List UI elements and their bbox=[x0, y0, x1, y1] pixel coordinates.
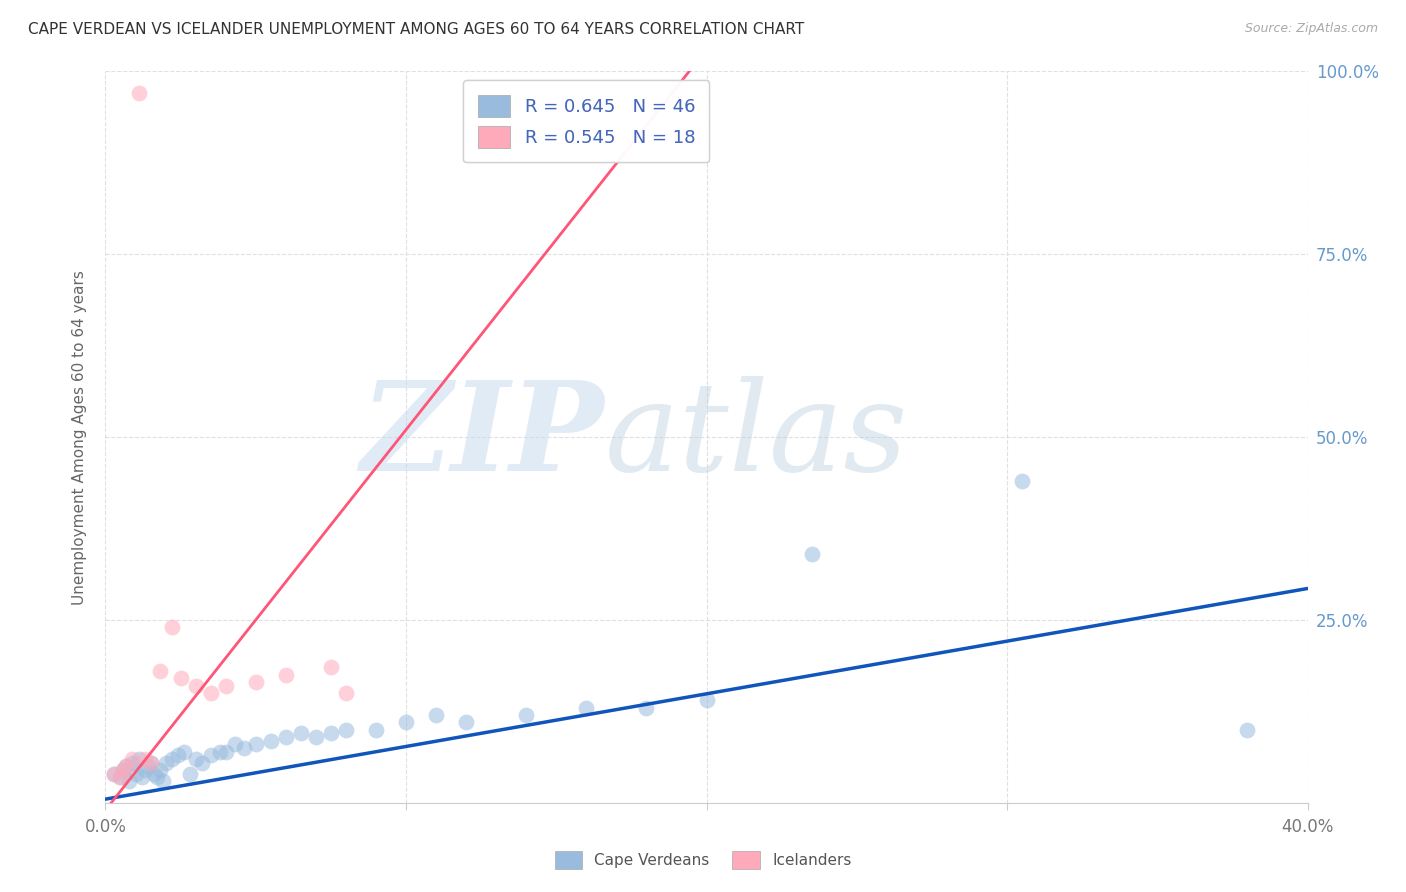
Point bbox=[232, 740, 254, 755]
Point bbox=[160, 620, 183, 634]
Point bbox=[115, 759, 138, 773]
Point bbox=[190, 756, 212, 770]
Point bbox=[152, 773, 174, 788]
Point bbox=[110, 770, 132, 784]
Text: CAPE VERDEAN VS ICELANDER UNEMPLOYMENT AMONG AGES 60 TO 64 YEARS CORRELATION CHA: CAPE VERDEAN VS ICELANDER UNEMPLOYMENT A… bbox=[28, 22, 804, 37]
Point bbox=[335, 723, 357, 737]
Point bbox=[224, 737, 246, 751]
Point bbox=[800, 547, 823, 561]
Point bbox=[208, 745, 231, 759]
Point bbox=[335, 686, 357, 700]
Point bbox=[636, 700, 658, 714]
Point bbox=[290, 726, 312, 740]
Point bbox=[214, 745, 236, 759]
Point bbox=[260, 733, 283, 747]
Point bbox=[305, 730, 328, 744]
Text: ZIP: ZIP bbox=[360, 376, 605, 498]
Point bbox=[274, 730, 297, 744]
Point bbox=[160, 752, 183, 766]
Point bbox=[200, 748, 222, 763]
Point bbox=[575, 700, 598, 714]
Point bbox=[115, 759, 138, 773]
Point bbox=[173, 745, 195, 759]
Point bbox=[139, 756, 162, 770]
Point bbox=[142, 766, 165, 780]
Point bbox=[696, 693, 718, 707]
Point bbox=[103, 766, 125, 780]
Point bbox=[184, 679, 207, 693]
Point bbox=[112, 763, 135, 777]
Point bbox=[245, 737, 267, 751]
Point bbox=[179, 766, 201, 780]
Legend: Cape Verdeans, Icelanders: Cape Verdeans, Icelanders bbox=[548, 845, 858, 875]
Point bbox=[118, 773, 141, 788]
Y-axis label: Unemployment Among Ages 60 to 64 years: Unemployment Among Ages 60 to 64 years bbox=[72, 269, 87, 605]
Point bbox=[319, 726, 342, 740]
Point bbox=[124, 766, 146, 780]
Point bbox=[128, 87, 150, 101]
Point bbox=[103, 766, 125, 780]
Point bbox=[134, 752, 156, 766]
Point bbox=[139, 756, 162, 770]
Point bbox=[245, 675, 267, 690]
Point bbox=[200, 686, 222, 700]
Point bbox=[166, 748, 188, 763]
Point bbox=[110, 770, 132, 784]
Point bbox=[121, 752, 143, 766]
Point bbox=[274, 667, 297, 681]
Point bbox=[112, 763, 135, 777]
Point bbox=[131, 770, 153, 784]
Point bbox=[145, 770, 167, 784]
Point bbox=[136, 759, 159, 773]
Legend: R = 0.645   N = 46, R = 0.545   N = 18: R = 0.645 N = 46, R = 0.545 N = 18 bbox=[463, 80, 710, 162]
Point bbox=[148, 763, 170, 777]
Point bbox=[148, 664, 170, 678]
Point bbox=[515, 708, 537, 723]
Point bbox=[184, 752, 207, 766]
Point bbox=[121, 756, 143, 770]
Point bbox=[319, 660, 342, 674]
Point bbox=[395, 715, 418, 730]
Text: Source: ZipAtlas.com: Source: ZipAtlas.com bbox=[1244, 22, 1378, 36]
Point bbox=[169, 672, 191, 686]
Text: atlas: atlas bbox=[605, 376, 908, 498]
Point bbox=[425, 708, 447, 723]
Point bbox=[155, 756, 177, 770]
Point bbox=[454, 715, 477, 730]
Point bbox=[1011, 474, 1033, 488]
Point bbox=[1236, 723, 1258, 737]
Point bbox=[134, 763, 156, 777]
Point bbox=[128, 752, 150, 766]
Point bbox=[214, 679, 236, 693]
Point bbox=[364, 723, 387, 737]
